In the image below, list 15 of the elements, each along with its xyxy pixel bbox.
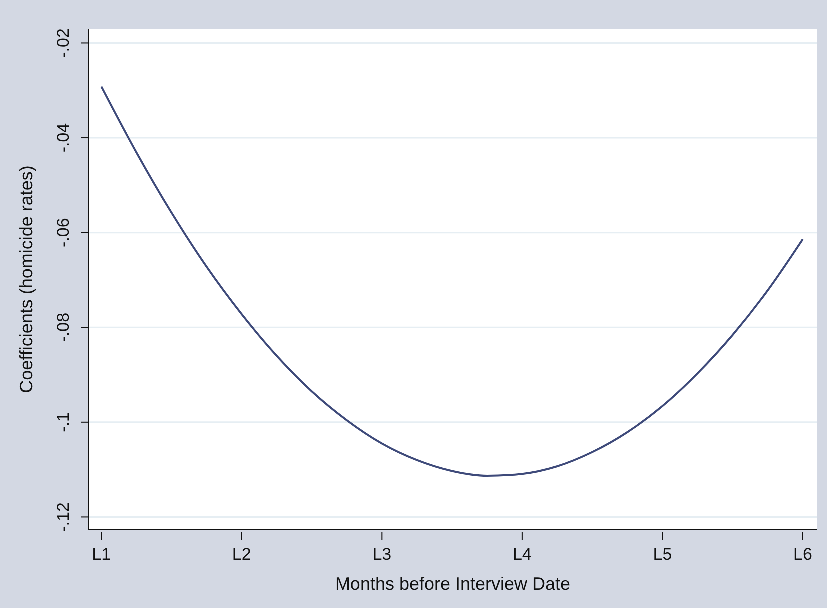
y-tick-label: -.06 bbox=[54, 218, 73, 248]
y-tick-label: -.1 bbox=[54, 412, 73, 432]
x-tick-label: L4 bbox=[512, 545, 532, 564]
y-tick-label: -.08 bbox=[54, 312, 73, 342]
x-tick-label: L1 bbox=[92, 545, 112, 564]
y-tick-label: -.02 bbox=[54, 28, 73, 58]
x-tick-label: L6 bbox=[794, 545, 812, 564]
x-tick-label: L3 bbox=[372, 545, 392, 564]
y-tick-label: -.04 bbox=[54, 123, 73, 153]
x-tick-label: L2 bbox=[232, 545, 252, 564]
x-tick-label: L5 bbox=[653, 545, 672, 564]
x-axis-title: Months before Interview Date bbox=[335, 574, 571, 594]
line-series bbox=[100, 86, 804, 477]
y-axis-title: Coefficients (homicide rates) bbox=[16, 166, 36, 394]
y-tick-label: -.12 bbox=[54, 502, 73, 532]
